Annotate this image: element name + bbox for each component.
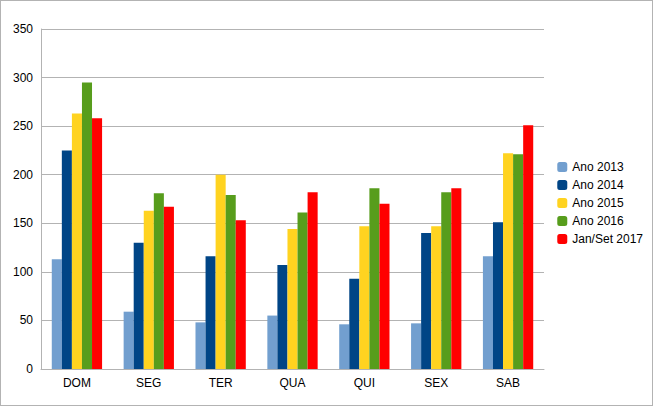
svg-text:SEG: SEG [136,376,161,390]
svg-text:200: 200 [13,168,33,182]
svg-text:100: 100 [13,265,33,279]
svg-text:250: 250 [13,119,33,133]
svg-text:QUA: QUA [279,376,305,390]
svg-text:150: 150 [13,216,33,230]
svg-text:TER: TER [209,376,233,390]
svg-text:QUI: QUI [354,376,375,390]
svg-text:Jan/Set 2017: Jan/Set 2017 [572,232,643,246]
svg-text:0: 0 [26,362,33,376]
svg-text:50: 50 [20,313,34,327]
svg-text:Ano 2014: Ano 2014 [572,178,624,192]
svg-text:SAB: SAB [496,376,520,390]
svg-text:DOM: DOM [63,376,91,390]
svg-text:300: 300 [13,71,33,85]
svg-text:350: 350 [13,22,33,36]
svg-text:Ano 2013: Ano 2013 [572,160,624,174]
svg-text:Ano 2015: Ano 2015 [572,196,624,210]
svg-text:Ano 2016: Ano 2016 [572,214,624,228]
svg-text:SEX: SEX [424,376,448,390]
